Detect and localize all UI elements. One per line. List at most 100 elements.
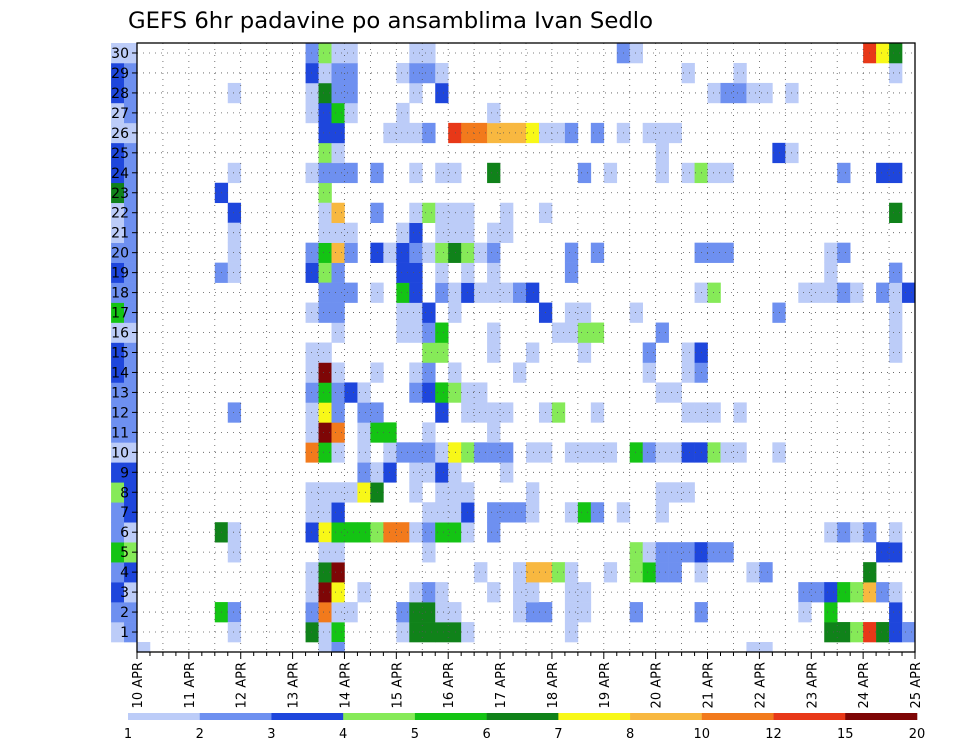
heatmap-cell	[396, 102, 410, 124]
heatmap-cell	[396, 242, 410, 263]
legend-label: 2	[196, 727, 204, 742]
heatmap-cell	[720, 162, 734, 184]
legend-swatch	[128, 713, 201, 720]
heatmap-cell	[487, 282, 501, 303]
heatmap-cell	[124, 242, 138, 263]
heatmap-cell	[733, 82, 747, 104]
y-tick-label: 14	[111, 365, 129, 381]
heatmap-cell	[811, 282, 825, 303]
heatmap-cell	[227, 522, 242, 543]
heatmap-cell	[305, 402, 319, 423]
heatmap-cell	[331, 362, 345, 383]
heatmap-cell	[487, 422, 501, 443]
y-tick-label: 7	[120, 505, 129, 521]
heatmap-cell	[305, 562, 319, 583]
heatmap-cell	[111, 202, 125, 224]
heatmap-cell	[798, 602, 812, 623]
heatmap-cell	[902, 622, 916, 643]
heatmap-cell	[435, 322, 449, 343]
y-tick-label: 9	[120, 465, 129, 481]
heatmap-cell	[124, 302, 138, 323]
heatmap-cell	[409, 222, 423, 243]
heatmap-cell	[435, 162, 449, 184]
heatmap-cell	[655, 542, 669, 563]
heatmap-cell	[111, 242, 125, 263]
heatmap-cell	[435, 622, 449, 643]
heatmap-cell	[409, 382, 423, 403]
legend-label: 6	[482, 727, 490, 742]
heatmap-cell	[551, 322, 566, 343]
legend-swatch	[773, 713, 846, 720]
heatmap-cell	[435, 442, 449, 463]
heatmap-cell	[850, 282, 864, 303]
heatmap-cell	[655, 382, 669, 403]
heatmap-cell	[448, 602, 462, 623]
heatmap-cell	[227, 262, 242, 283]
heatmap-cell	[124, 422, 138, 443]
heatmap-cell	[474, 402, 488, 423]
x-tick-label: 15 APR	[390, 662, 405, 708]
heatmap-cell	[513, 122, 527, 144]
heatmap-cell	[448, 222, 462, 243]
heatmap-cell	[435, 82, 449, 104]
heatmap-cell	[318, 262, 332, 283]
heatmap-cell	[318, 482, 332, 503]
heatmap-cell	[513, 582, 527, 603]
heatmap-cell	[124, 202, 138, 224]
heatmap-cell	[850, 522, 864, 543]
heatmap-cell	[344, 82, 358, 104]
heatmap-cell	[500, 282, 514, 303]
heatmap-cell	[642, 122, 656, 144]
heatmap-cell	[707, 402, 721, 423]
heatmap-cell	[357, 382, 371, 403]
heatmap-cell	[305, 62, 319, 84]
heatmap-cell	[655, 122, 669, 144]
heatmap-cell	[500, 442, 514, 463]
heatmap-cell	[124, 182, 138, 204]
heatmap-cell	[409, 322, 423, 343]
heatmap-cell	[655, 162, 669, 184]
heatmap-cell	[409, 622, 423, 643]
heatmap-cell	[448, 362, 462, 383]
heatmap-cell	[629, 302, 643, 323]
legend-label: 10	[694, 727, 711, 742]
heatmap-cell	[435, 522, 449, 543]
heatmap-cell	[435, 482, 449, 503]
heatmap-cell	[344, 62, 358, 84]
heatmap-cell	[422, 522, 436, 543]
heatmap-cell	[526, 562, 540, 583]
heatmap-cell	[629, 442, 643, 463]
heatmap-cell	[124, 162, 138, 184]
heatmap-cell	[124, 602, 138, 623]
heatmap-cell	[798, 582, 812, 603]
heatmap-cell	[629, 602, 643, 623]
heatmap-cell	[513, 562, 527, 583]
heatmap-cell	[111, 102, 125, 124]
heatmap-cell	[305, 342, 319, 363]
heatmap-cell	[383, 462, 397, 483]
heatmap-cell	[448, 382, 462, 403]
heatmap-cell	[318, 622, 332, 643]
heatmap-cell	[642, 442, 656, 463]
heatmap-cell	[642, 562, 656, 583]
heatmap-cell	[318, 582, 332, 603]
y-tick-label: 5	[120, 545, 129, 561]
heatmap-cell	[305, 262, 319, 283]
heatmap-cell	[668, 382, 682, 403]
heatmap-cell	[577, 582, 592, 603]
heatmap-cell	[824, 622, 838, 643]
y-tick-label: 13	[111, 385, 129, 401]
heatmap-cell	[448, 282, 462, 303]
y-tick-label: 11	[111, 425, 129, 441]
heatmap-cell	[111, 322, 125, 343]
heatmap-cell	[564, 502, 579, 523]
heatmap-cell	[889, 542, 903, 563]
x-tick-label: 22 APR	[753, 662, 768, 708]
heatmap-cell	[422, 542, 436, 563]
legend-swatch	[558, 713, 631, 720]
legend-label: 3	[267, 727, 275, 742]
heatmap-cell	[124, 562, 138, 583]
heatmap-cell	[318, 402, 332, 423]
heatmap-cell	[422, 342, 436, 363]
heatmap-cell	[344, 382, 358, 403]
